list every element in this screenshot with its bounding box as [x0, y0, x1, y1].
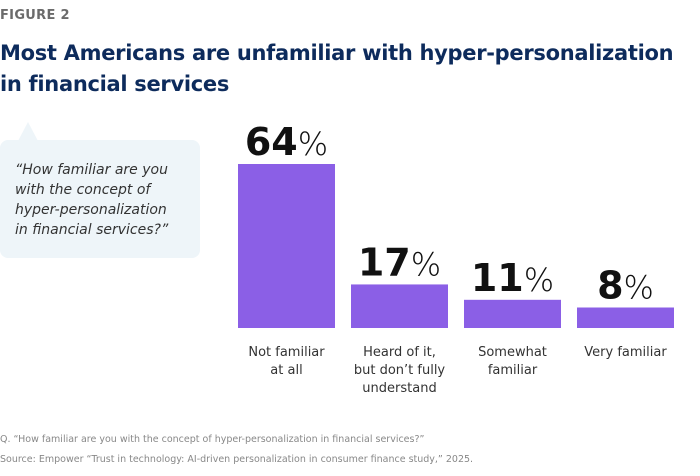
bubble-text: “How familiar are you with the concept o…	[15, 162, 169, 238]
bar	[577, 307, 674, 328]
bar	[238, 164, 335, 328]
footnote-question: Q. “How familiar are you with the concep…	[0, 434, 425, 445]
data-label: 8%	[597, 264, 654, 308]
data-label: 17%	[358, 240, 441, 284]
bar	[464, 299, 561, 328]
chart-title: Most Americans are unfamiliar with hyper…	[0, 41, 674, 96]
bar	[351, 284, 448, 328]
category-label: Somewhat familiar	[478, 345, 547, 378]
category-label: Not familiar at all	[248, 345, 325, 378]
data-label: 11%	[471, 256, 554, 300]
footnote-source: Source: Empower “Trust in technology: AI…	[0, 454, 474, 465]
category-label: Heard of it, but don’t fully understand	[354, 345, 446, 396]
figure-label: FIGURE 2	[0, 8, 70, 23]
data-label: 64%	[245, 120, 328, 164]
speech-bubble	[0, 140, 200, 258]
bubble-tail	[18, 122, 38, 141]
category-label: Very familiar	[584, 345, 667, 360]
